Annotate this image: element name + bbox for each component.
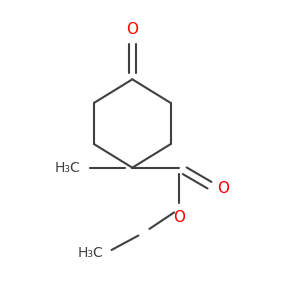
Text: O: O (173, 210, 185, 225)
Text: O: O (126, 22, 138, 37)
Text: H₃C: H₃C (78, 246, 104, 260)
Text: H₃C: H₃C (54, 161, 80, 175)
Text: O: O (217, 181, 229, 196)
